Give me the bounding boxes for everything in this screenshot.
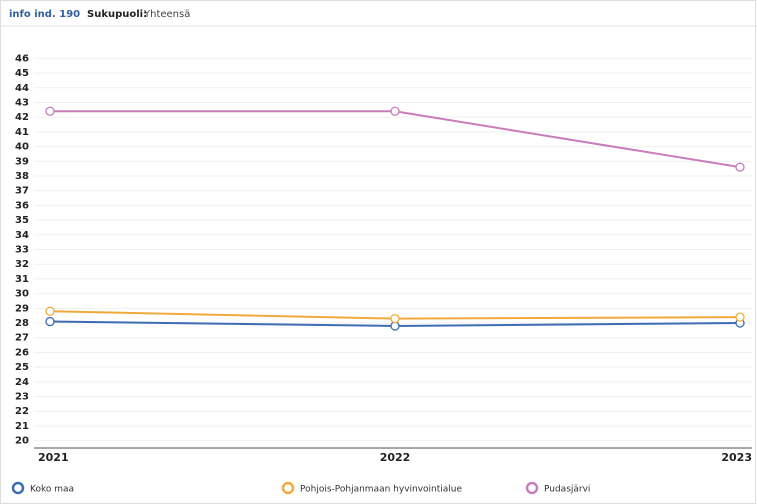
y-tick-label: 34 bbox=[15, 230, 29, 241]
y-tick-label: 22 bbox=[15, 406, 29, 417]
y-tick-label: 46 bbox=[15, 53, 29, 64]
y-tick-label: 29 bbox=[15, 303, 29, 314]
legend-label: Pohjois-Pohjanmaan hyvinvointialue bbox=[300, 485, 463, 495]
y-tick-label: 45 bbox=[15, 68, 29, 79]
y-tick-label: 24 bbox=[15, 377, 29, 388]
y-tick-label: 20 bbox=[15, 436, 29, 447]
y-tick-label: 23 bbox=[15, 392, 29, 403]
x-tick-label: 2021 bbox=[38, 451, 69, 464]
y-tick-label: 33 bbox=[15, 245, 29, 256]
y-tick-label: 27 bbox=[15, 333, 29, 344]
y-tick-label: 38 bbox=[15, 171, 29, 182]
y-tick-label: 43 bbox=[15, 97, 29, 108]
y-tick-label: 32 bbox=[15, 259, 29, 270]
legend-label: Koko maa bbox=[30, 485, 74, 495]
y-tick-label: 40 bbox=[15, 142, 29, 153]
legend-label: Pudasjärvi bbox=[544, 485, 590, 495]
legend-marker bbox=[281, 481, 295, 495]
y-tick-label: 30 bbox=[15, 289, 29, 300]
y-tick-label: 42 bbox=[15, 112, 29, 123]
y-tick-label: 21 bbox=[15, 421, 29, 432]
data-point bbox=[45, 316, 55, 327]
x-tick-label: 2023 bbox=[721, 451, 752, 464]
data-point bbox=[45, 106, 55, 116]
legend-marker bbox=[525, 481, 539, 495]
y-tick-label: 41 bbox=[15, 127, 29, 138]
y-tick-label: 31 bbox=[15, 274, 29, 285]
data-point bbox=[735, 312, 745, 322]
data-point bbox=[390, 106, 400, 116]
chart-title: info ind. 190 bbox=[9, 9, 80, 20]
y-tick-label: 37 bbox=[15, 186, 29, 197]
y-tick-label: 35 bbox=[15, 215, 29, 226]
filter-value: Yhteensä bbox=[143, 9, 190, 20]
y-tick-label: 39 bbox=[15, 156, 29, 167]
data-point bbox=[45, 306, 55, 316]
y-tick-label: 44 bbox=[15, 83, 29, 94]
filter-label: Sukupuoli: bbox=[87, 9, 147, 20]
legend-marker bbox=[11, 481, 25, 495]
y-tick-label: 25 bbox=[15, 362, 29, 373]
data-point bbox=[735, 162, 745, 172]
x-tick-label: 2022 bbox=[380, 451, 411, 464]
y-tick-label: 26 bbox=[15, 347, 29, 358]
y-tick-label: 36 bbox=[15, 200, 29, 211]
data-point bbox=[390, 313, 400, 324]
y-tick-label: 28 bbox=[15, 318, 29, 329]
